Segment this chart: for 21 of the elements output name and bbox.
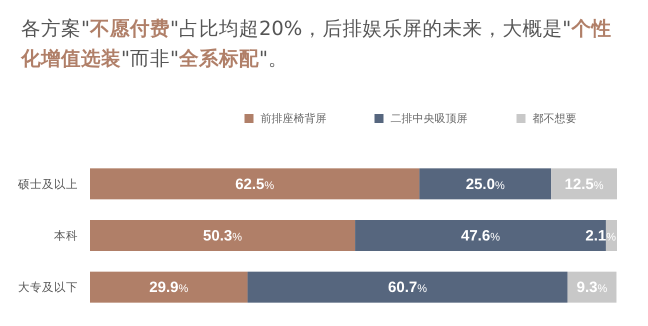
y-tick-label: 硕士及以上 bbox=[17, 176, 78, 191]
data-label: 47.6% bbox=[461, 228, 500, 244]
legend-label: 都不想要 bbox=[532, 112, 576, 125]
y-tick-label: 本科 bbox=[54, 228, 78, 242]
bar bbox=[551, 168, 617, 200]
bar bbox=[90, 272, 248, 303]
data-label: 50.3% bbox=[203, 228, 242, 244]
data-label: 25.0% bbox=[466, 176, 505, 193]
data-label: 60.7% bbox=[388, 279, 428, 296]
y-tick-label: 大专及以下 bbox=[18, 280, 78, 294]
chart-title: 各方案"不愿付费"占比均超20%，后排娱乐屏的未来，大概是"个性化增值选装"而非"全系标配"。 bbox=[21, 17, 612, 70]
bar bbox=[248, 272, 568, 303]
bar bbox=[90, 220, 356, 251]
bar bbox=[419, 168, 552, 200]
data-label: 2.1% bbox=[585, 228, 616, 244]
data-label: 29.9% bbox=[149, 279, 188, 296]
legend-label: 二排中央吸顶屏 bbox=[390, 112, 468, 125]
bar bbox=[355, 220, 606, 251]
legend-label: 前排座椅背屏 bbox=[260, 112, 326, 125]
bar bbox=[90, 168, 420, 200]
data-label: 62.5% bbox=[235, 176, 274, 193]
